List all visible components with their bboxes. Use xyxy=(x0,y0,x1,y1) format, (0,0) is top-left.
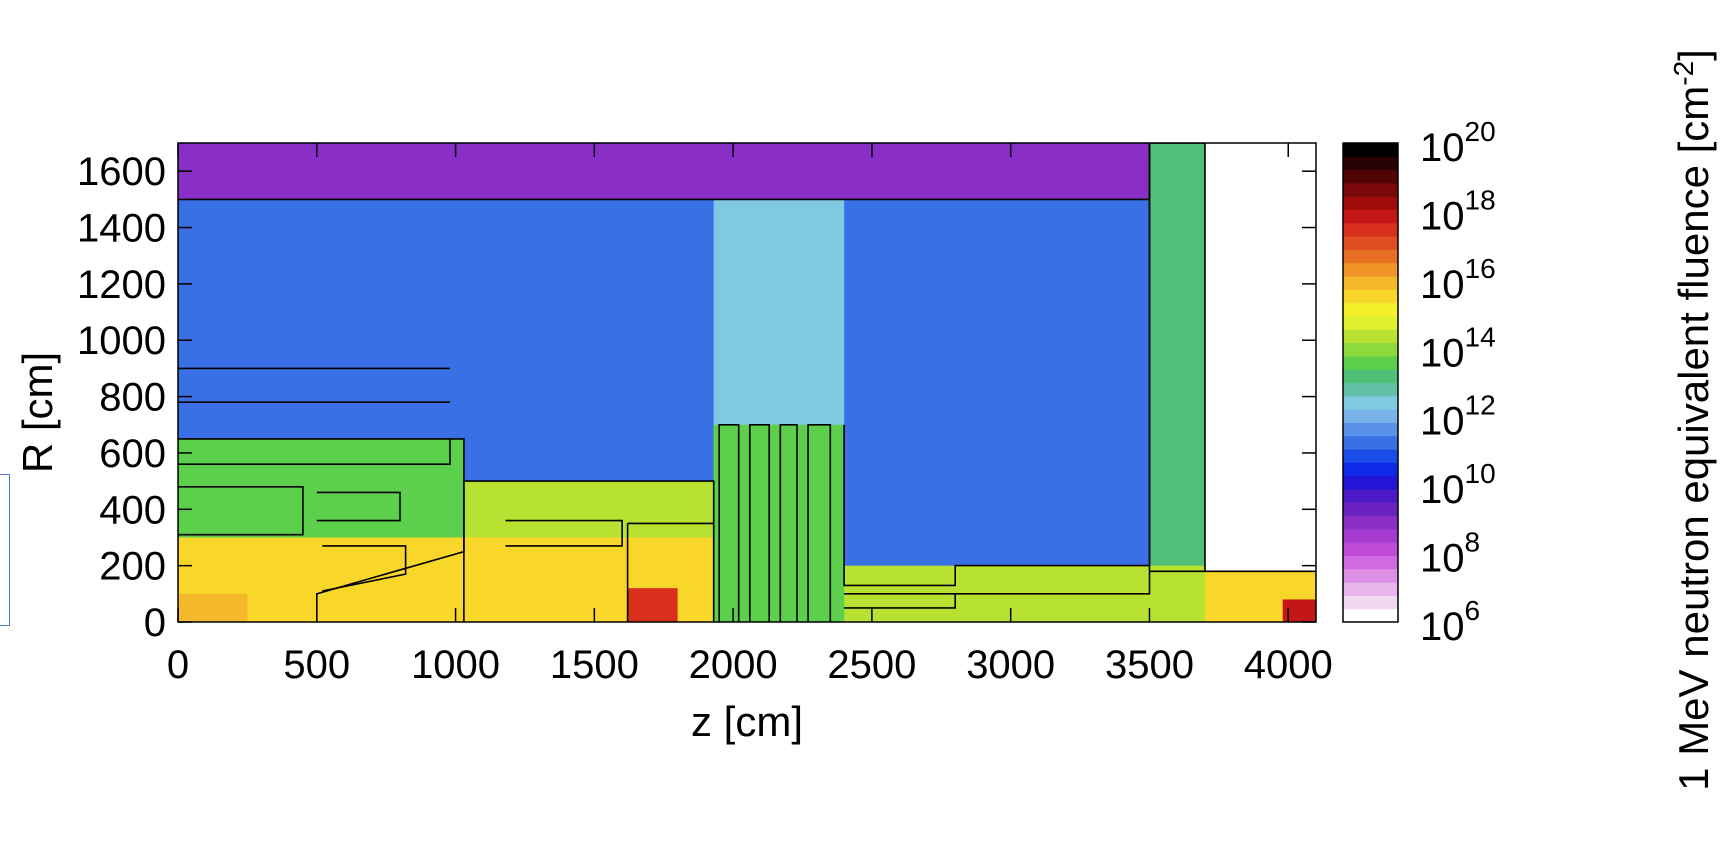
colorbar-swatch xyxy=(1343,435,1398,450)
colorbar-swatch xyxy=(1343,196,1398,211)
colorbar-swatch xyxy=(1343,608,1398,623)
colorbar-swatch xyxy=(1343,395,1398,410)
colorbar-swatch xyxy=(1343,595,1398,610)
y-axis-title: R [cm] xyxy=(14,352,61,473)
colorbar-swatch xyxy=(1343,143,1398,157)
y-tick-label: 800 xyxy=(99,376,166,420)
colorbar-swatch xyxy=(1343,302,1398,317)
fluence-region-0 xyxy=(178,143,1150,200)
colorbar-swatch xyxy=(1343,409,1398,423)
colorbar-swatch xyxy=(1343,488,1398,503)
colorbar-swatch xyxy=(1343,462,1398,477)
x-tick-label: 3500 xyxy=(1105,643,1194,687)
colorbar-tick-label: 1020 xyxy=(1420,116,1496,170)
outline-10 xyxy=(505,519,623,547)
colorbar-swatch xyxy=(1343,236,1398,250)
colorbar-swatch xyxy=(1343,515,1398,530)
y-tick-label: 200 xyxy=(99,545,166,589)
colorbar-swatch xyxy=(1343,382,1398,397)
y-tick-label: 600 xyxy=(99,432,166,476)
colorbar-swatch xyxy=(1343,555,1398,570)
x-tick-label: 4000 xyxy=(1244,643,1333,687)
colorbar-swatch xyxy=(1343,289,1398,304)
outline-8 xyxy=(316,491,401,522)
colorbar-frame xyxy=(1342,142,1399,623)
x-axis: 0 500 1000 1500 2000 2500 3000 3500 4000 xyxy=(167,143,1333,687)
colorbar-swatch xyxy=(1343,568,1398,583)
outline-13 xyxy=(718,423,740,622)
colorbar-swatch xyxy=(1343,502,1398,517)
y-tick-label: 1400 xyxy=(77,207,166,251)
colorbar-swatch xyxy=(1343,156,1398,171)
outline-14 xyxy=(748,423,771,622)
x-tick-label: 3000 xyxy=(966,643,1055,687)
geometry-outlines xyxy=(178,143,1316,622)
fluence-region-7 xyxy=(713,424,845,622)
colorbar-ticks: 106 108 1010 1012 1014 1016 1018 1020 xyxy=(1420,116,1496,649)
colorbar-swatch xyxy=(1343,249,1398,264)
outline-6 xyxy=(178,438,451,466)
colorbar-swatch xyxy=(1343,222,1398,237)
colorbar-swatch xyxy=(1343,342,1398,357)
fluence-region-6 xyxy=(178,537,714,622)
colorbar-tick-label: 1014 xyxy=(1420,321,1496,375)
outline-7 xyxy=(178,485,304,536)
colorbar-tick-label: 106 xyxy=(1420,595,1480,649)
x-tick-label: 2500 xyxy=(827,643,916,687)
x-tick-label: 2000 xyxy=(689,643,778,687)
colorbar-tick-label: 1016 xyxy=(1420,253,1496,307)
x-tick-label: 500 xyxy=(283,643,350,687)
x-axis-title: z [cm] xyxy=(691,698,803,745)
side-frame-fragment xyxy=(0,474,10,626)
colorbar-swatch xyxy=(1343,262,1398,277)
y-tick-label: 1200 xyxy=(77,263,166,307)
colorbar-swatch xyxy=(1343,276,1398,290)
colorbar-tick-label: 1012 xyxy=(1420,390,1496,444)
colorbar-swatch xyxy=(1343,475,1398,490)
colorbar-swatch xyxy=(1343,528,1398,543)
colorbar-swatch xyxy=(1343,209,1398,224)
colorbar-swatch xyxy=(1343,369,1398,383)
y-tick-label: 400 xyxy=(99,488,166,532)
colorbar-tick-label: 1010 xyxy=(1420,458,1496,512)
colorbar-swatch xyxy=(1343,582,1398,596)
colorbar-tick-label: 108 xyxy=(1420,527,1480,581)
colorbar xyxy=(1342,142,1399,623)
x-tick-label: 1500 xyxy=(550,643,639,687)
plot-frame xyxy=(177,142,1317,623)
outline-9 xyxy=(322,545,407,592)
y-tick-label: 1600 xyxy=(77,150,166,194)
fluence-region-11 xyxy=(1282,599,1316,622)
fluence-region-10 xyxy=(627,588,678,622)
fluence-field xyxy=(178,143,1316,622)
x-tick-label: 1000 xyxy=(411,643,500,687)
colorbar-swatch xyxy=(1343,315,1398,330)
colorbar-swatch xyxy=(1343,422,1398,437)
outline-3 xyxy=(178,438,465,622)
colorbar-swatch xyxy=(1343,355,1398,370)
colorbar-tick-label: 1018 xyxy=(1420,184,1496,238)
x-tick-label: 0 xyxy=(167,643,189,687)
plot-area xyxy=(178,143,1316,622)
outline-16 xyxy=(807,423,832,622)
outline-17 xyxy=(844,143,1316,609)
colorbar-swatch xyxy=(1343,329,1398,344)
y-axis: 0 200 400 600 800 1000 1200 1400 1600 xyxy=(77,150,1316,645)
colorbar-swatch xyxy=(1343,542,1398,556)
y-tick-label: 0 xyxy=(144,601,166,645)
outline-15 xyxy=(779,423,798,622)
colorbar-swatch xyxy=(1343,169,1398,184)
colorbar-swatch xyxy=(1343,449,1398,463)
y-tick-label: 1000 xyxy=(77,319,166,363)
fluence-region-3 xyxy=(1149,143,1205,622)
fluence-region-12 xyxy=(178,593,248,622)
colorbar-swatch xyxy=(1343,182,1398,197)
colorbar-title: 1 MeV neutron equivalent fluence [cm-2] xyxy=(1668,49,1718,791)
